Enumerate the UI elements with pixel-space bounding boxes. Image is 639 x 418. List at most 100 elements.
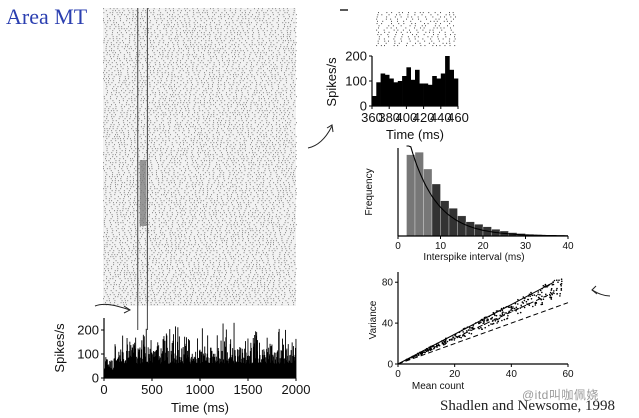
raster-spike <box>188 66 190 68</box>
raster-spike <box>222 48 224 50</box>
raster-spike <box>228 54 230 56</box>
raster-spike <box>206 126 208 128</box>
raster-spike <box>116 230 117 232</box>
raster-spike <box>139 150 141 152</box>
raster-spike <box>246 112 248 114</box>
raster-spike <box>108 136 110 138</box>
raster-spike <box>142 96 144 98</box>
raster-spike <box>213 172 215 174</box>
raster-spike <box>186 194 188 196</box>
raster-spike <box>148 232 150 234</box>
raster-spike <box>213 104 215 106</box>
raster-spike <box>221 214 223 216</box>
raster-spike <box>161 250 162 252</box>
raster-spike <box>140 86 142 88</box>
raster-spike <box>256 146 258 148</box>
raster-spike <box>199 238 201 240</box>
raster-spike <box>241 184 243 186</box>
raster-spike <box>220 80 222 82</box>
raster-spike <box>273 66 275 68</box>
raster-spike <box>192 38 193 40</box>
raster-spike <box>138 90 140 92</box>
raster-spike <box>118 124 120 126</box>
raster-spike <box>281 88 283 90</box>
raster-spike <box>283 56 285 58</box>
raster-spike <box>240 166 242 168</box>
raster-spike <box>167 172 169 174</box>
raster-spike <box>294 176 296 178</box>
raster-spike <box>243 212 245 214</box>
raster-spike <box>236 82 238 84</box>
raster-spike <box>179 164 181 166</box>
raster-spike <box>276 130 278 132</box>
raster-spike <box>213 142 215 144</box>
raster-spike <box>134 142 136 144</box>
raster-spike <box>111 190 113 192</box>
raster-spike <box>194 132 195 134</box>
raster-spike <box>284 100 285 102</box>
raster-spike <box>254 122 256 124</box>
raster-spike <box>143 80 145 82</box>
raster-spike <box>194 192 196 194</box>
raster-spike <box>147 120 149 122</box>
raster-spike <box>109 78 110 80</box>
raster-spike <box>130 174 132 176</box>
raster-spike <box>251 44 253 46</box>
raster-spike <box>172 220 174 222</box>
raster-spike <box>113 110 115 112</box>
raster-spike <box>109 176 110 178</box>
raster-spike <box>278 132 280 134</box>
raster-spike <box>209 222 210 224</box>
raster-spike <box>192 108 194 110</box>
raster-spike <box>235 144 237 146</box>
raster-spike <box>179 212 181 214</box>
raster-spike <box>262 8 263 10</box>
raster-spike <box>205 26 206 28</box>
raster-spike <box>275 216 277 218</box>
raster-spike <box>192 84 193 86</box>
raster-spike <box>224 236 226 238</box>
raster-spike <box>268 222 270 224</box>
raster-spike <box>120 142 122 144</box>
raster-spike <box>292 162 294 164</box>
raster-spike <box>222 238 224 240</box>
raster-spike <box>205 206 207 208</box>
raster-spike <box>207 130 209 132</box>
raster-spike <box>189 238 190 240</box>
raster-spike <box>153 46 154 48</box>
raster-spike <box>293 174 295 176</box>
raster-spike <box>295 166 297 168</box>
raster-spike <box>266 214 268 216</box>
raster-spike <box>229 140 231 142</box>
raster-spike <box>106 106 108 108</box>
raster-spike <box>231 248 233 250</box>
raster-spike <box>220 142 222 144</box>
raster-spike <box>268 138 270 140</box>
raster-spike <box>283 10 285 12</box>
raster-spike <box>194 52 195 54</box>
raster-spike <box>160 188 162 190</box>
raster-spike <box>229 146 231 148</box>
raster-spike <box>231 44 233 46</box>
raster-spike <box>154 208 156 210</box>
raster-spike <box>123 92 125 94</box>
raster-spike <box>262 92 264 94</box>
raster-spike <box>188 72 190 74</box>
raster-spike <box>235 62 237 64</box>
raster-spike <box>174 190 176 192</box>
raster-spike <box>162 14 164 16</box>
raster-spike <box>166 24 168 26</box>
raster-spike <box>218 20 220 22</box>
raster-spike <box>129 248 130 250</box>
raster-spike <box>131 102 133 104</box>
raster-spike <box>198 36 200 38</box>
raster-spike <box>268 154 270 156</box>
raster-spike <box>116 12 118 14</box>
raster-spike <box>214 222 216 224</box>
raster-spike <box>181 74 183 76</box>
raster-spike <box>146 62 147 64</box>
raster-spike <box>286 54 287 56</box>
raster-spike <box>221 42 223 44</box>
raster-spike <box>221 12 223 14</box>
raster-spike <box>168 132 170 134</box>
